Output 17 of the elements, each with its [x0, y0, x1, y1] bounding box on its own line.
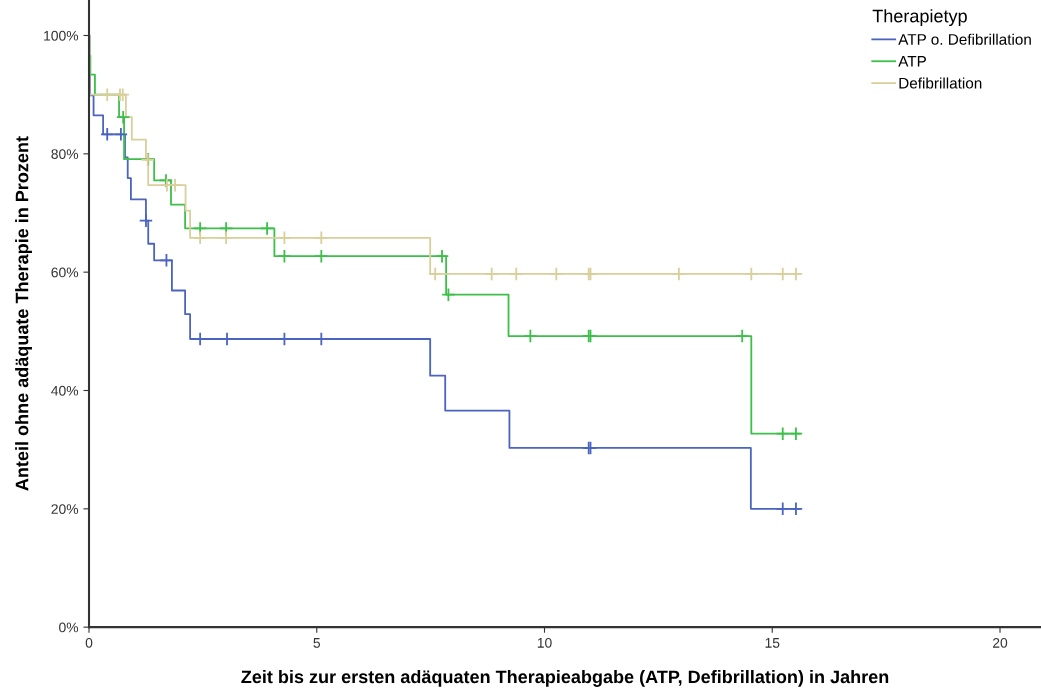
legend-label: ATP o. Defibrillation [898, 33, 1031, 45]
x-tick-label: 10 [537, 637, 552, 648]
x-tick-label: 15 [765, 638, 780, 648]
y-tick-label: 60% [51, 267, 79, 278]
y-tick-label: 20% [51, 504, 79, 514]
x-tick-label: 20 [992, 637, 1008, 648]
x-tick-label: 5 [313, 638, 321, 648]
legend-label: ATP [898, 56, 926, 67]
legend-title: Therapietyp [872, 9, 967, 26]
y-axis-title: Anteil ohne adäquate Therapie in Prozent [15, 136, 32, 491]
y-tick-label: 80% [51, 149, 79, 159]
y-tick-label: 0% [59, 622, 79, 633]
y-tick-label: 100% [44, 30, 79, 41]
x-axis-title: Zeit bis zur ersten adäquaten Therapieabgabe (ATP, Defibrillation) in Jahren [241, 669, 889, 687]
y-tick-label: 40% [51, 385, 79, 396]
legend-label: Defibrillation [899, 77, 982, 89]
x-tick-label: 0 [85, 637, 93, 648]
